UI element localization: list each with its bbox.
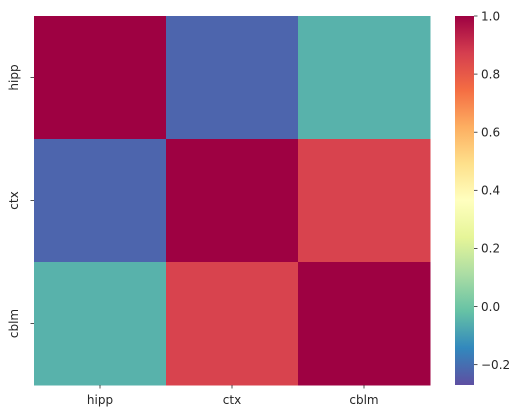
heatmap-cell xyxy=(166,139,299,263)
y-axis: hipp ctx cblm xyxy=(7,64,34,338)
colorbar-tick-label: 0.6 xyxy=(481,126,500,140)
x-tick-label: cblm xyxy=(349,393,378,407)
x-axis: hipp ctx cblm xyxy=(87,385,379,407)
colorbar-tick-label: 0.8 xyxy=(481,67,500,81)
colorbar-gradient xyxy=(455,16,474,385)
heatmap-cells xyxy=(34,16,431,386)
heatmap-cell xyxy=(298,139,431,263)
x-tick-label: hipp xyxy=(87,393,113,407)
heatmap-cell xyxy=(298,16,431,140)
heatmap-cell xyxy=(34,16,167,140)
y-tick-label: hipp xyxy=(7,64,21,90)
colorbar-tick-label: 0.2 xyxy=(481,242,500,256)
heatmap-cell xyxy=(166,262,299,386)
colorbar-tick-label: 1.0 xyxy=(481,9,500,23)
heatmap-cell xyxy=(34,139,167,263)
y-tick-label: ctx xyxy=(7,191,21,209)
colorbar-tick-label: 0.0 xyxy=(481,300,500,314)
colorbar-tick-label: 0.4 xyxy=(481,184,500,198)
colorbar-tick-label: −0.2 xyxy=(481,358,510,372)
heatmap-cell xyxy=(166,16,299,140)
colorbar-ticks: −0.2 0.0 0.2 0.4 0.6 0.8 1.0 xyxy=(474,9,510,372)
heatmap-cell xyxy=(298,262,431,386)
x-tick-label: ctx xyxy=(223,393,241,407)
heatmap-cell xyxy=(34,262,167,386)
colorbar: −0.2 0.0 0.2 0.4 0.6 0.8 1.0 xyxy=(455,9,510,385)
y-tick-label: cblm xyxy=(7,309,21,338)
